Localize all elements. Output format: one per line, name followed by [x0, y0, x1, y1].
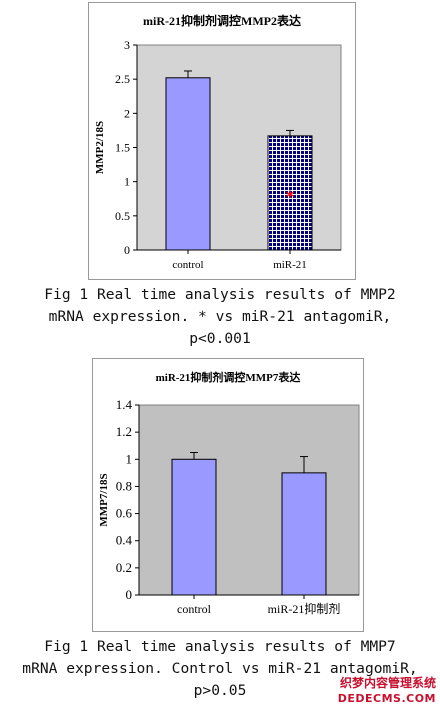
caption-line: Fig 1 Real time analysis results of MMP2: [44, 286, 396, 303]
caption-line: Fig 1 Real time analysis results of MMP7: [44, 638, 396, 655]
watermark-text: 织梦内容管理系统: [339, 676, 436, 690]
y-tick-label: 1.4: [116, 397, 133, 412]
y-tick-label: 0.8: [116, 478, 132, 493]
y-tick-label: 0.6: [116, 506, 133, 521]
y-tick-label: 0: [126, 587, 133, 602]
y-tick-label: 1: [126, 451, 133, 466]
figure-caption-mmp2: Fig 1 Real time analysis results of MMP2…: [0, 284, 440, 350]
bar: [171, 458, 217, 596]
y-tick-label: 0: [124, 243, 130, 257]
y-tick-label: 2: [124, 106, 130, 120]
caption-line: p>0.05: [193, 682, 247, 699]
y-tick-label: 1.5: [115, 141, 130, 155]
chart-mmp7-svg: miR-21抑制剂调控MMP7表达 0 0.2 0.4 0.6 0.8 1 1.2 1.4 MMP…: [98, 370, 360, 616]
y-tick-label: 1.2: [116, 424, 132, 439]
watermark: 织梦内容管理系统 DEDECMS.COM: [338, 676, 436, 706]
watermark-url: DEDECMS.COM: [337, 692, 436, 705]
chart-title: miR-21抑制剂调控MMP7表达: [156, 370, 301, 384]
caption-line: mRNA expression. * vs miR-21 antagomiR,: [48, 308, 392, 325]
significance-star: *: [286, 187, 295, 206]
y-tick-label: 0.2: [116, 560, 132, 575]
chart-mmp7: miR-21抑制剂调控MMP7表达 0 0.2 0.4 0.6 0.8 1 1.2 1.4 MMP…: [92, 358, 364, 632]
y-tick-label: 2.5: [115, 72, 130, 86]
caption-line: mRNA expression. Control vs miR-21 antag…: [22, 660, 418, 677]
chart-mmp2-svg: miR-21抑制剂调控MMP2表达 0 0.5 1 1.5 2 2.5 3 MMP2/18S co…: [94, 13, 342, 271]
bar: [165, 77, 211, 251]
y-axis-label: MMP2/18S: [94, 121, 106, 174]
y-axis-label: MMP7/18S: [98, 473, 110, 526]
y-tick-label: 0.5: [115, 209, 130, 223]
y-tick-label: 1: [124, 175, 130, 189]
caption-line: p<0.001: [189, 330, 251, 347]
figure-caption-mmp7: Fig 1 Real time analysis results of MMP7…: [0, 636, 440, 702]
x-tick-label: miR-21: [273, 259, 307, 271]
x-tick-label: control: [172, 259, 203, 271]
y-tick-label: 0.4: [116, 533, 133, 548]
y-tick-label: 3: [124, 38, 130, 52]
bar: [281, 472, 327, 596]
chart-mmp2: miR-21抑制剂调控MMP2表达 0 0.5 1 1.5 2 2.5 3 MMP2/18S co…: [88, 2, 356, 280]
x-tick-label: control: [177, 602, 212, 616]
chart-title: miR-21抑制剂调控MMP2表达: [143, 13, 301, 28]
x-tick-label: miR-21抑制剂: [268, 601, 341, 616]
